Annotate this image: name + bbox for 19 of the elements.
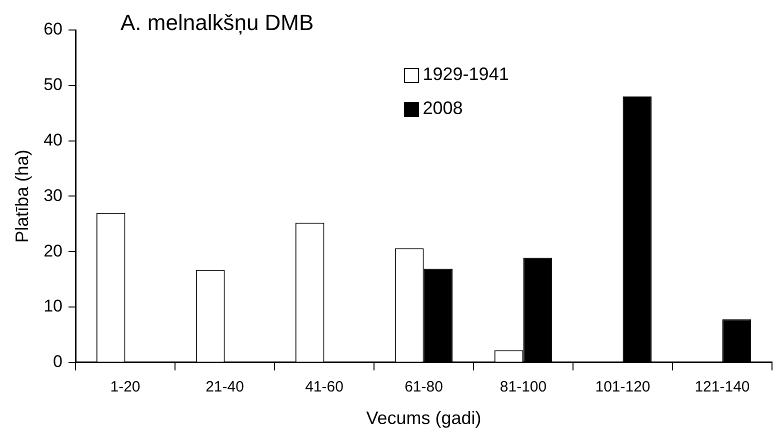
- legend-label: 1929-1941: [422, 64, 509, 84]
- x-tick-label: 41-60: [305, 378, 344, 396]
- x-tick-label: 81-100: [500, 378, 547, 396]
- y-tick-label: 40: [44, 130, 63, 150]
- y-tick-label: 20: [44, 241, 63, 260]
- y-tick-label: 60: [44, 20, 63, 39]
- y-tick-label: 30: [44, 186, 63, 205]
- legend-label: 2008: [422, 98, 463, 118]
- chart-title: A. melnalkšņu DMB: [120, 10, 314, 35]
- x-axis-title: Vecums (gadi): [366, 408, 482, 428]
- y-tick-label: 0: [53, 352, 63, 372]
- x-tick-label: 1-20: [110, 378, 140, 396]
- y-axis-title: Platība (ha): [12, 150, 32, 243]
- y-tick-label: 50: [44, 75, 63, 94]
- x-tick-label: 21-40: [206, 378, 244, 396]
- x-tick-label: 121-140: [694, 378, 750, 396]
- x-tick-label: 101-120: [595, 378, 650, 396]
- y-tick-label: 10: [44, 296, 63, 316]
- x-tick-label: 61-80: [404, 378, 443, 396]
